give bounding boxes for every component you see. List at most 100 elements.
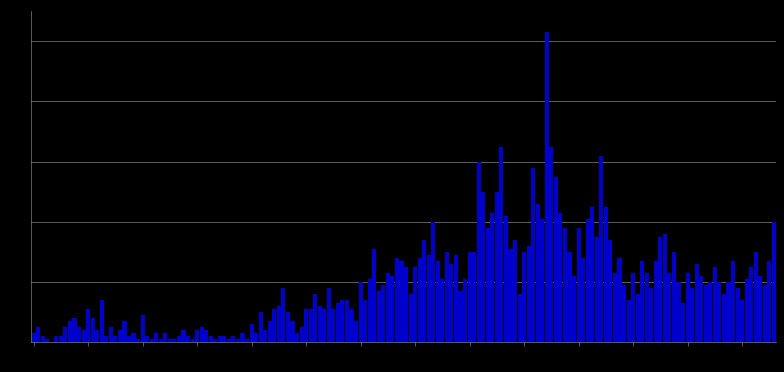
Bar — [604, 207, 608, 342]
Bar — [254, 333, 258, 342]
Bar — [649, 288, 653, 342]
Bar — [249, 324, 254, 342]
Bar — [100, 300, 103, 342]
Bar — [345, 300, 349, 342]
Bar — [540, 219, 544, 342]
Bar — [768, 261, 771, 342]
Bar — [86, 309, 90, 342]
Bar — [708, 282, 713, 342]
Bar — [763, 285, 767, 342]
Bar — [576, 228, 581, 342]
Bar — [64, 327, 67, 342]
Bar — [145, 336, 149, 342]
Bar — [408, 294, 412, 342]
Bar — [318, 306, 321, 342]
Bar — [695, 264, 699, 342]
Bar — [68, 321, 72, 342]
Bar — [572, 276, 576, 342]
Bar — [558, 213, 562, 342]
Bar — [581, 258, 585, 342]
Bar — [631, 273, 635, 342]
Bar — [662, 234, 667, 342]
Bar — [213, 339, 217, 342]
Bar — [690, 288, 694, 342]
Bar — [118, 330, 122, 342]
Bar — [618, 258, 622, 342]
Bar — [200, 327, 204, 342]
Bar — [422, 240, 426, 342]
Bar — [290, 321, 295, 342]
Bar — [445, 252, 449, 342]
Bar — [513, 240, 517, 342]
Bar — [463, 279, 467, 342]
Bar — [753, 252, 758, 342]
Bar — [336, 303, 340, 342]
Bar — [550, 147, 554, 342]
Bar — [568, 252, 572, 342]
Bar — [168, 339, 172, 342]
Bar — [163, 333, 167, 342]
Bar — [390, 276, 394, 342]
Bar — [626, 300, 630, 342]
Bar — [77, 327, 81, 342]
Bar — [404, 267, 408, 342]
Bar — [172, 339, 176, 342]
Bar — [554, 177, 558, 342]
Bar — [467, 252, 472, 342]
Bar — [613, 273, 617, 342]
Bar — [740, 300, 744, 342]
Bar — [517, 294, 521, 342]
Bar — [354, 321, 358, 342]
Bar — [281, 288, 285, 342]
Bar — [599, 155, 604, 342]
Bar — [54, 336, 58, 342]
Bar — [218, 336, 222, 342]
Bar — [735, 288, 739, 342]
Bar — [545, 32, 549, 342]
Bar — [685, 273, 690, 342]
Bar — [713, 267, 717, 342]
Bar — [304, 309, 308, 342]
Bar — [644, 273, 649, 342]
Bar — [309, 309, 313, 342]
Bar — [127, 336, 131, 342]
Bar — [277, 306, 281, 342]
Bar — [771, 222, 776, 342]
Bar — [363, 300, 367, 342]
Bar — [313, 294, 318, 342]
Bar — [227, 339, 231, 342]
Bar — [104, 336, 108, 342]
Bar — [699, 276, 703, 342]
Bar — [704, 285, 708, 342]
Bar — [418, 258, 422, 342]
Bar — [82, 330, 85, 342]
Bar — [531, 168, 535, 342]
Bar — [191, 339, 194, 342]
Bar — [204, 330, 209, 342]
Bar — [472, 252, 476, 342]
Bar — [586, 219, 590, 342]
Bar — [368, 279, 372, 342]
Bar — [441, 279, 445, 342]
Bar — [563, 228, 567, 342]
Bar — [132, 333, 136, 342]
Bar — [45, 339, 49, 342]
Bar — [91, 318, 95, 342]
Bar — [59, 336, 63, 342]
Bar — [41, 336, 45, 342]
Bar — [490, 213, 495, 342]
Bar — [231, 336, 235, 342]
Bar — [158, 339, 163, 342]
Bar — [495, 192, 499, 342]
Bar — [122, 321, 126, 342]
Bar — [295, 333, 299, 342]
Bar — [154, 333, 158, 342]
Bar — [327, 288, 331, 342]
Bar — [299, 327, 303, 342]
Bar — [454, 255, 458, 342]
Bar — [727, 282, 731, 342]
Bar — [340, 300, 344, 342]
Bar — [499, 147, 503, 342]
Bar — [140, 315, 145, 342]
Bar — [672, 252, 676, 342]
